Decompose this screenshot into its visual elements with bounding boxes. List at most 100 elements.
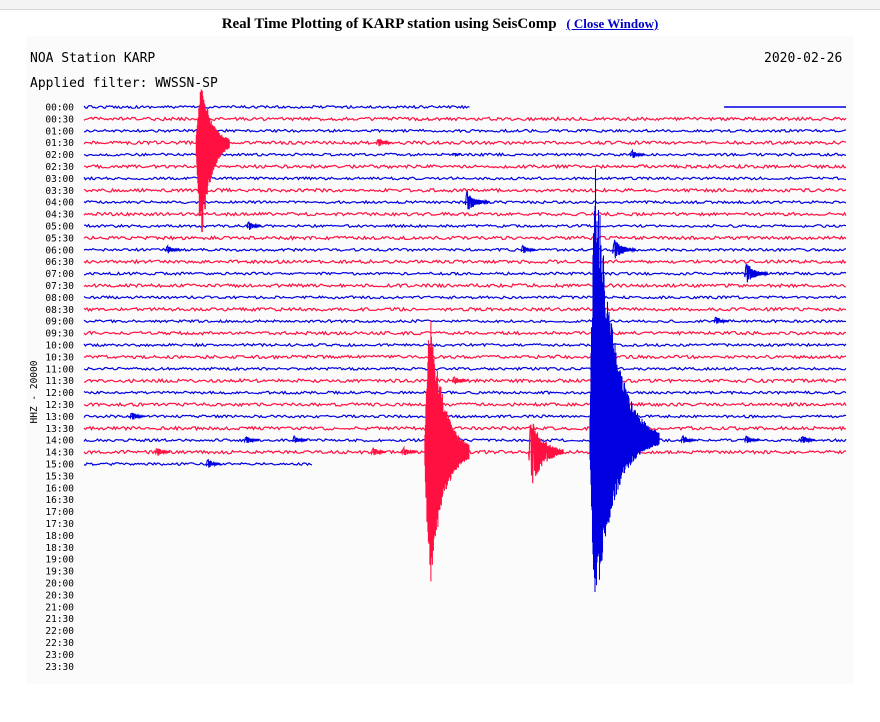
time-tick-label: 23:00 [45, 650, 74, 661]
time-tick-label: 00:00 [45, 103, 74, 114]
time-tick-label: 09:00 [45, 317, 74, 328]
time-tick-label: 22:30 [45, 638, 74, 649]
trace-line [83, 211, 847, 217]
seismic-event [246, 221, 263, 230]
trace-line [83, 223, 847, 229]
time-tick-label: 00:30 [45, 114, 74, 125]
time-tick-label: 20:30 [45, 590, 74, 601]
time-tick-label: 04:30 [45, 210, 74, 221]
trace-line [83, 319, 847, 324]
time-tick-label: 08:30 [45, 305, 74, 316]
trace-line [83, 342, 847, 348]
trace-line [83, 354, 847, 360]
time-tick-label: 06:00 [45, 245, 74, 256]
browser-strip [0, 0, 880, 10]
trace-line [83, 295, 847, 300]
time-tick-label: 13:00 [45, 412, 74, 423]
time-tick-label: 12:30 [45, 400, 74, 411]
trace-line [83, 104, 470, 110]
seismic-event [713, 316, 730, 325]
time-tick-label: 08:00 [45, 293, 74, 304]
seismic-event [743, 435, 760, 444]
seismic-event [164, 244, 181, 254]
trace-line [83, 235, 847, 241]
plot-date: 2020-02-26 [764, 51, 843, 66]
trace-line [83, 271, 847, 276]
time-tick-label: 15:30 [45, 471, 74, 482]
seismic-event [743, 263, 769, 283]
time-tick-label: 20:00 [45, 579, 74, 590]
time-tick-label: 18:30 [45, 543, 74, 554]
trace-line [83, 425, 847, 432]
time-tick-label: 02:30 [45, 162, 74, 173]
seismic-event [464, 190, 489, 210]
time-tick-label: 04:00 [45, 198, 74, 209]
time-tick-label: 13:30 [45, 424, 74, 435]
time-tick-label: 16:30 [45, 495, 74, 506]
time-tick-label: 11:00 [45, 364, 74, 375]
trace-line [83, 116, 847, 122]
seismic-event [243, 436, 260, 444]
seismic-event [527, 423, 564, 484]
trace-line [83, 306, 847, 313]
time-tick-label: 17:00 [45, 507, 74, 518]
time-tick-label: 21:00 [45, 602, 74, 613]
time-tick-label: 10:00 [45, 341, 74, 352]
time-tick-label: 14:00 [45, 436, 74, 447]
time-tick-label: 12:00 [45, 388, 74, 399]
seismic-event [451, 376, 468, 385]
trace-line [83, 461, 313, 467]
seismic-event [520, 244, 537, 254]
trace-line [83, 437, 847, 443]
time-tick-label: 19:30 [45, 567, 74, 578]
time-tick-label: 06:30 [45, 257, 74, 268]
page-title: Real Time Plotting of KARP station using… [221, 16, 557, 32]
time-tick-label: 19:00 [45, 555, 74, 566]
seismic-event [611, 239, 637, 259]
large-seismic-event [424, 320, 470, 582]
filter-label: Applied filter: WWSSN-SP [30, 76, 218, 91]
page-header: Real Time Plotting of KARP station using… [0, 16, 880, 33]
seismic-event [451, 152, 461, 158]
seismic-event [799, 435, 816, 444]
time-tick-label: 17:30 [45, 519, 74, 530]
time-tick-label: 21:30 [45, 614, 74, 625]
trace-line [83, 247, 847, 253]
station-title: NOA Station KARP [30, 51, 156, 66]
seismic-event [154, 448, 171, 456]
time-tick-label: 11:30 [45, 376, 74, 387]
time-tick-label: 03:30 [45, 186, 74, 197]
time-tick-label: 15:00 [45, 460, 74, 471]
seismic-event [205, 458, 222, 468]
large-seismic-event [589, 168, 660, 592]
time-tick-label: 22:00 [45, 626, 74, 637]
time-tick-label: 02:00 [45, 150, 74, 161]
channel-label: HHZ - 20000 [29, 360, 40, 423]
time-tick-label: 01:30 [45, 138, 74, 149]
large-seismic-event [195, 89, 230, 233]
seismic-event [629, 148, 646, 159]
trace-line [83, 187, 847, 194]
seismic-event [375, 138, 392, 147]
time-tick-label: 05:30 [45, 233, 74, 244]
time-tick-label: 16:00 [45, 483, 74, 494]
trace-line [83, 258, 847, 265]
time-tick-label: 23:30 [45, 662, 74, 673]
time-tick-label: 05:00 [45, 222, 74, 233]
trace-line [83, 330, 846, 336]
trace-line [83, 401, 847, 408]
time-tick-label: 03:00 [45, 174, 74, 185]
time-tick-label: 14:30 [45, 448, 74, 459]
time-tick-label: 07:30 [45, 281, 74, 292]
trace-line [83, 282, 847, 289]
time-tick-label: 10:30 [45, 352, 74, 363]
trace-line [83, 366, 847, 372]
trace-line [83, 390, 847, 396]
seismic-event [128, 412, 146, 420]
time-tick-label: 01:00 [45, 126, 74, 137]
close-window-link[interactable]: ( Close Window) [566, 16, 659, 31]
seismic-event [370, 447, 387, 456]
seismic-event [291, 435, 308, 444]
seismic-event [680, 435, 697, 444]
